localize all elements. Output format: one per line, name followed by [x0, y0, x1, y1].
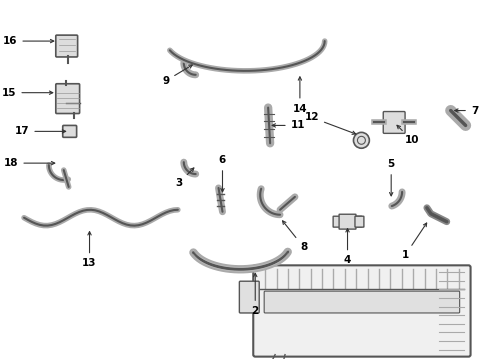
FancyBboxPatch shape — [239, 281, 259, 313]
FancyBboxPatch shape — [355, 216, 364, 227]
Text: 17: 17 — [15, 126, 66, 136]
FancyBboxPatch shape — [383, 112, 405, 133]
FancyBboxPatch shape — [253, 265, 470, 357]
Text: 11: 11 — [272, 121, 305, 130]
Text: 13: 13 — [82, 231, 97, 268]
Text: 6: 6 — [219, 155, 226, 192]
Text: 1: 1 — [401, 223, 427, 260]
FancyBboxPatch shape — [56, 84, 79, 113]
Text: 10: 10 — [397, 125, 419, 145]
Text: 5: 5 — [388, 159, 395, 196]
Text: 7: 7 — [455, 105, 478, 116]
FancyBboxPatch shape — [333, 216, 362, 227]
Text: 2: 2 — [252, 273, 259, 316]
Text: 9: 9 — [162, 65, 192, 86]
Text: 12: 12 — [305, 112, 356, 134]
Text: 15: 15 — [2, 88, 53, 98]
FancyBboxPatch shape — [56, 35, 77, 57]
Text: 14: 14 — [293, 77, 307, 113]
Text: 4: 4 — [344, 229, 351, 265]
FancyBboxPatch shape — [339, 214, 356, 229]
Circle shape — [353, 132, 369, 148]
Text: 16: 16 — [3, 36, 54, 46]
FancyBboxPatch shape — [264, 291, 460, 313]
FancyBboxPatch shape — [63, 125, 76, 137]
Text: 18: 18 — [4, 158, 55, 168]
Text: 3: 3 — [175, 168, 194, 188]
Text: 8: 8 — [283, 221, 308, 252]
